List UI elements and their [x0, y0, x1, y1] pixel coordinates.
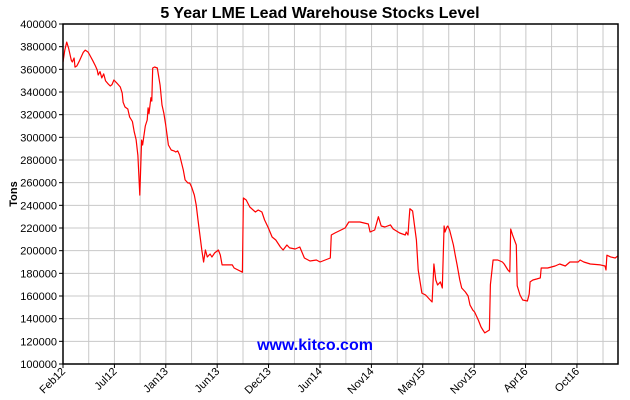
y-tick-label: 180000: [20, 268, 57, 280]
y-tick-label: 200000: [20, 246, 57, 258]
y-tick-label: 340000: [20, 87, 57, 99]
y-tick-label: 360000: [20, 64, 57, 76]
plot-frame: [62, 23, 619, 365]
y-tick-label: 400000: [20, 19, 57, 31]
grid: [62, 23, 618, 365]
y-tick-label: 140000: [20, 314, 57, 326]
y-tick-label: 380000: [20, 42, 57, 54]
y-tick-label: 220000: [20, 223, 57, 235]
y-tick-label: 320000: [20, 110, 57, 122]
y-tick-label: 240000: [20, 200, 57, 212]
chart-title: 5 Year LME Lead Warehouse Stocks Level: [160, 5, 479, 22]
y-tick-label: 100000: [20, 359, 57, 371]
y-tick-label: 160000: [20, 291, 57, 303]
y-tick-label: 300000: [20, 132, 57, 144]
watermark: www.kitco.com: [256, 337, 373, 354]
series-line-lead-stocks: [62, 41, 619, 334]
y-tick-label: 120000: [20, 336, 57, 348]
y-axis-label: Tons: [8, 181, 20, 206]
y-axis: 100000 120000 140000 160000 180000 200000 2200…: [20, 19, 63, 371]
series-layer: [62, 41, 619, 334]
y-tick-label: 280000: [20, 155, 57, 167]
y-tick-label: 260000: [20, 178, 57, 190]
